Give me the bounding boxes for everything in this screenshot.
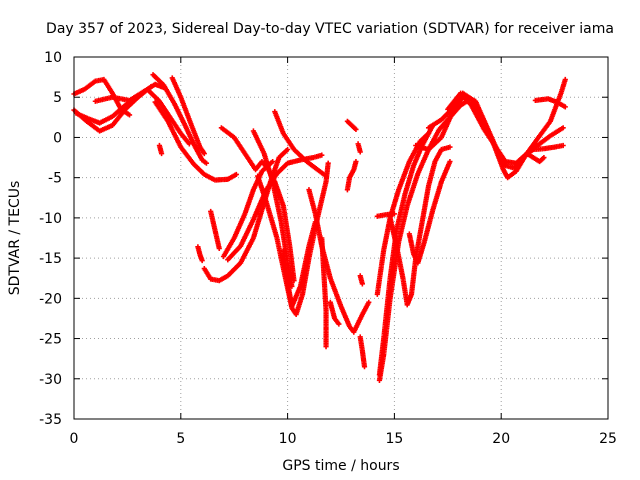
series-arc-09 (156, 142, 165, 157)
series-arc-38 (532, 96, 568, 110)
data-point (285, 146, 291, 153)
data-point (447, 158, 453, 165)
data-point (203, 160, 210, 166)
data-point (319, 152, 325, 158)
y-tick-label-1: 5 (53, 90, 62, 106)
y-tick-label-6: -20 (39, 291, 62, 307)
x-tick-label-1: 5 (176, 431, 185, 447)
y-tick-label-2: 0 (53, 130, 62, 146)
data-point (447, 144, 453, 150)
y-tick-label-0: 10 (44, 50, 62, 66)
data-point (233, 171, 239, 178)
data-point (541, 154, 547, 161)
y-axis-label: SDTVAR / TECUs (7, 181, 23, 296)
y-tick-label-4: -10 (39, 211, 62, 227)
series-arc-06 (146, 88, 192, 147)
series-arc-08 (152, 99, 239, 183)
x-tick-label-0: 0 (70, 431, 79, 447)
series-arc-27 (357, 273, 365, 287)
data-point (323, 344, 329, 350)
axis-ticks: 0 5 10 15 20 25 10 5 0 -5 -10 -15 -20 -25 -30 -35 (39, 50, 617, 447)
data-point (126, 112, 133, 118)
data-marks (71, 72, 568, 383)
series-arc-07 (169, 75, 207, 157)
y-tick-label-7: -25 (39, 332, 62, 348)
grid-lines (74, 57, 608, 419)
series-arc-20 (306, 187, 372, 335)
series-arc-05 (150, 72, 210, 166)
data-point (216, 245, 222, 252)
chart-title: Day 357 of 2023, Sidereal Day-to-day VTE… (46, 21, 614, 37)
x-tick-label-3: 15 (385, 431, 403, 447)
series-arc-25 (355, 141, 363, 155)
x-tick-label-2: 10 (279, 431, 297, 447)
x-tick-label-5: 25 (599, 431, 617, 447)
data-point (325, 160, 331, 166)
x-axis-label: GPS time / hours (282, 458, 399, 474)
data-point (353, 158, 359, 165)
data-point (336, 321, 342, 327)
data-point (361, 364, 368, 370)
data-point (359, 281, 365, 287)
data-point (270, 158, 276, 165)
y-tick-label-5: -15 (39, 251, 62, 267)
data-point (562, 76, 568, 83)
series-arc-21 (319, 235, 329, 350)
data-point (357, 149, 363, 155)
series-arc-24 (344, 158, 359, 193)
y-tick-label-8: -30 (39, 372, 62, 388)
y-tick-label-3: -5 (48, 171, 62, 187)
data-point (560, 125, 566, 131)
plot-frame (73, 56, 609, 420)
series-arc-33 (406, 158, 453, 266)
x-tick-label-4: 20 (492, 431, 510, 447)
data-point (560, 142, 566, 149)
series-arc-11 (208, 208, 222, 252)
series-arc-15 (218, 125, 297, 284)
data-point (353, 126, 359, 132)
series-arc-26 (357, 334, 368, 370)
series-arc-37 (524, 150, 547, 165)
series-arc-29 (374, 130, 432, 297)
data-point (562, 104, 568, 110)
series-arc-22 (327, 299, 342, 327)
data-point (366, 299, 372, 305)
data-point (201, 150, 207, 157)
data-point (199, 257, 205, 264)
data-point (186, 141, 192, 147)
series-arc-23 (344, 118, 359, 132)
series-arc-32 (387, 144, 453, 308)
series-arc-10 (195, 244, 205, 264)
data-point (158, 150, 165, 157)
y-tick-label-9: -35 (39, 412, 62, 428)
series-arc-19 (280, 219, 318, 309)
